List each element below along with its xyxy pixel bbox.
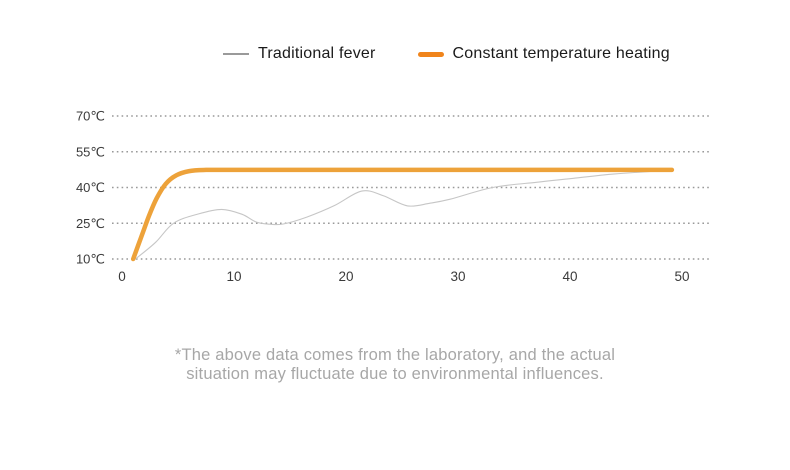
footnote-line-1: *The above data comes from the laborator… (174, 346, 616, 364)
y-tick-label-70: 70℃ (76, 109, 105, 124)
x-tick-label-0: 0 (118, 269, 126, 284)
traditional-fever-line (134, 169, 673, 260)
constant-temperature-heating-line (130, 167, 675, 262)
x-tick-label-30: 30 (450, 269, 465, 284)
legend: Traditional fever Constant temperature h… (223, 44, 670, 64)
y-tick-label-25: 25℃ (76, 216, 105, 231)
x-tick-label-40: 40 (562, 269, 577, 284)
legend-label-traditional-fever: Traditional fever (258, 45, 376, 62)
y-tick-label-55: 55℃ (76, 144, 105, 159)
legend-label-constant-temperature-heating: Constant temperature heating (452, 45, 670, 62)
x-tick-label-10: 10 (226, 269, 241, 284)
y-tick-label-10: 10℃ (76, 252, 105, 267)
thin-gray-line-swatch-icon (223, 53, 249, 55)
legend-item-traditional-fever: Traditional fever (223, 45, 376, 63)
legend-item-constant-temperature-heating: Constant temperature heating (417, 45, 670, 63)
y-tick-label-40: 40℃ (76, 180, 105, 195)
footnote-line-2: situation may fluctuate due to environme… (186, 365, 604, 383)
thick-orange-line-swatch-icon (417, 51, 444, 57)
footnote: *The above data comes from the laborator… (0, 346, 790, 384)
x-tick-label-20: 20 (338, 269, 353, 284)
x-tick-label-50: 50 (674, 269, 689, 284)
